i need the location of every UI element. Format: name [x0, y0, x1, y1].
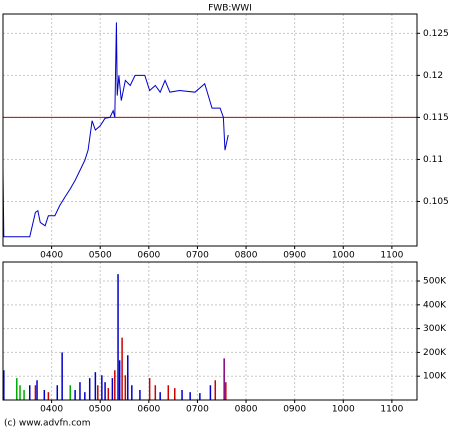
- plot-area: [3, 14, 417, 246]
- y-tick-label: 400K: [423, 300, 447, 310]
- volume-bar: [199, 393, 201, 400]
- volume-bar: [34, 385, 37, 400]
- volume-bar: [167, 385, 170, 400]
- volume-bar: [181, 390, 183, 400]
- volume-bar: [114, 370, 116, 400]
- x-tick-label: 0400: [40, 405, 63, 415]
- y-tick-label: 0.12: [423, 71, 443, 81]
- volume-bar: [189, 392, 191, 400]
- volume-bar: [117, 274, 119, 400]
- volume-bar: [159, 392, 161, 400]
- volume-bar: [118, 360, 121, 400]
- x-tick-label: 0500: [89, 405, 112, 415]
- volume-bar: [104, 382, 106, 400]
- volume-bar: [69, 385, 71, 400]
- volume-bar: [36, 380, 38, 400]
- volume-bar: [28, 385, 31, 400]
- plot-area: [3, 262, 417, 400]
- y-tick-label: 500K: [423, 277, 447, 287]
- volume-bar: [47, 392, 50, 400]
- volume-bar: [111, 378, 114, 400]
- x-tick-label: 0700: [186, 251, 209, 261]
- x-tick-label: 1100: [380, 405, 403, 415]
- x-tick-label: 0800: [235, 251, 258, 261]
- volume-bar: [79, 382, 81, 400]
- plot-border: [2, 13, 418, 247]
- volume-bar: [101, 375, 103, 400]
- x-tick-label: 0800: [235, 405, 258, 415]
- x-tick-label: 1000: [332, 251, 355, 261]
- y-tick-label: 300K: [423, 324, 447, 334]
- volume-bar: [107, 388, 110, 400]
- volume-bar: [139, 390, 141, 400]
- x-tick-label: 0900: [283, 405, 306, 415]
- y-tick-label: 200K: [423, 348, 447, 358]
- volume-bar: [148, 378, 151, 400]
- volume-bar: [19, 385, 21, 400]
- x-tick-label: 1000: [332, 405, 355, 415]
- volume-bar: [209, 385, 212, 400]
- volume-bar: [16, 378, 18, 400]
- y-tick-label: 0.11: [423, 155, 443, 165]
- volume-bar: [121, 337, 123, 400]
- volume-bar: [131, 385, 133, 400]
- x-tick-label: 0500: [89, 251, 112, 261]
- volume-bar: [174, 388, 176, 400]
- volume-bar: [97, 385, 99, 400]
- volume-bar: [127, 355, 129, 400]
- volume-bar: [88, 378, 91, 400]
- volume-bar: [94, 372, 97, 400]
- volume-bar: [61, 352, 63, 400]
- y-tick-label: 100K: [423, 372, 447, 382]
- volume-bar: [225, 382, 227, 400]
- volume-bar: [223, 358, 225, 400]
- price-line: [2, 22, 229, 238]
- volume-bar: [43, 390, 46, 400]
- volume-bar: [23, 390, 25, 400]
- footer: (c) www.advfn.com: [4, 419, 90, 429]
- volume-bar: [3, 370, 5, 400]
- x-tick-label: 0700: [186, 405, 209, 415]
- volume-bar: [84, 392, 86, 400]
- chart-title: FWB:WWI: [208, 4, 252, 14]
- volume-bar: [74, 390, 76, 400]
- x-tick-label: 0400: [40, 251, 63, 261]
- y-tick-label: 0.125: [423, 29, 449, 39]
- plot-border: [2, 261, 418, 401]
- x-tick-label: 0600: [137, 251, 160, 261]
- y-tick-label: 0.115: [423, 113, 449, 123]
- volume-bar: [154, 385, 157, 400]
- volume-bar: [124, 375, 127, 400]
- volume-bar: [214, 380, 217, 400]
- y-tick-label: 0.105: [423, 197, 449, 207]
- x-tick-label: 0600: [137, 405, 160, 415]
- x-tick-label: 0900: [283, 251, 306, 261]
- volume-bar: [56, 385, 59, 400]
- x-tick-label: 1100: [380, 251, 403, 261]
